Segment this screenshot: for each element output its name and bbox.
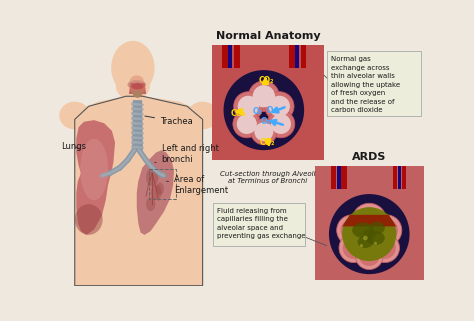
Ellipse shape [128, 80, 146, 89]
Polygon shape [341, 166, 347, 189]
Circle shape [337, 215, 368, 246]
Text: O₂: O₂ [267, 106, 276, 115]
Polygon shape [234, 45, 240, 68]
Polygon shape [222, 45, 228, 68]
Text: Fluid releasing from
capillaries filling the
alveolar space and
preventing gas e: Fluid releasing from capillaries filling… [218, 208, 306, 239]
Circle shape [253, 85, 275, 107]
Ellipse shape [151, 185, 162, 200]
Circle shape [251, 118, 277, 145]
Polygon shape [137, 150, 174, 235]
Ellipse shape [156, 183, 164, 195]
Text: O₂: O₂ [253, 107, 263, 116]
Ellipse shape [131, 83, 144, 89]
Polygon shape [337, 166, 341, 189]
Ellipse shape [130, 75, 144, 86]
Circle shape [374, 219, 398, 242]
Circle shape [356, 208, 382, 233]
Circle shape [233, 110, 261, 138]
Circle shape [371, 215, 402, 246]
Ellipse shape [133, 90, 142, 98]
Circle shape [269, 96, 290, 117]
Polygon shape [75, 96, 202, 119]
Polygon shape [301, 45, 306, 68]
Circle shape [238, 96, 259, 117]
Circle shape [359, 245, 380, 266]
Ellipse shape [146, 168, 158, 187]
Circle shape [363, 236, 368, 240]
Circle shape [343, 237, 365, 259]
Circle shape [374, 237, 396, 259]
Polygon shape [402, 166, 406, 189]
Text: O₂: O₂ [260, 117, 270, 126]
Polygon shape [342, 215, 396, 226]
Polygon shape [131, 102, 144, 106]
Circle shape [360, 244, 363, 247]
Polygon shape [131, 126, 144, 129]
Circle shape [237, 114, 257, 134]
Polygon shape [124, 91, 143, 104]
Polygon shape [295, 45, 299, 68]
Circle shape [329, 194, 410, 274]
Ellipse shape [75, 204, 103, 235]
Circle shape [264, 92, 294, 121]
Ellipse shape [363, 230, 375, 239]
Circle shape [234, 92, 263, 121]
Polygon shape [398, 166, 401, 189]
Circle shape [248, 81, 279, 112]
Polygon shape [76, 120, 115, 235]
Text: Left and right
bronchi: Left and right bronchi [155, 144, 219, 164]
Polygon shape [392, 166, 397, 189]
Text: CO₂: CO₂ [258, 76, 274, 85]
Polygon shape [131, 145, 144, 149]
Text: Normal Anatomy: Normal Anatomy [216, 31, 320, 41]
Polygon shape [131, 112, 144, 115]
Circle shape [255, 122, 273, 141]
Polygon shape [131, 107, 144, 110]
Text: Cut-section through Alveoli
at Terminus of Bronchi: Cut-section through Alveoli at Terminus … [220, 171, 316, 184]
Ellipse shape [357, 236, 373, 248]
Ellipse shape [59, 102, 90, 129]
Polygon shape [132, 100, 143, 150]
Polygon shape [75, 119, 202, 286]
Text: Area of
Enlargement: Area of Enlargement [167, 175, 228, 195]
Ellipse shape [146, 197, 155, 211]
Polygon shape [129, 83, 146, 94]
Circle shape [370, 233, 400, 263]
Text: Trachea: Trachea [145, 116, 193, 126]
Circle shape [267, 110, 295, 138]
Circle shape [339, 233, 368, 263]
FancyBboxPatch shape [327, 51, 421, 116]
Text: CO₂: CO₂ [260, 138, 275, 147]
Ellipse shape [369, 222, 385, 234]
Polygon shape [131, 131, 144, 134]
Polygon shape [330, 166, 336, 189]
Polygon shape [289, 45, 295, 68]
Circle shape [271, 114, 291, 134]
Ellipse shape [352, 222, 374, 238]
Ellipse shape [187, 102, 218, 129]
Text: Lungs: Lungs [61, 142, 86, 151]
Ellipse shape [111, 41, 155, 95]
Polygon shape [315, 166, 423, 280]
Circle shape [356, 242, 383, 270]
Circle shape [224, 70, 304, 150]
Polygon shape [131, 122, 144, 125]
Polygon shape [212, 45, 324, 160]
Polygon shape [228, 45, 232, 68]
Circle shape [341, 219, 364, 242]
Ellipse shape [80, 139, 108, 200]
FancyBboxPatch shape [213, 203, 305, 246]
Ellipse shape [366, 231, 385, 245]
Polygon shape [131, 141, 144, 144]
Text: ARDS: ARDS [352, 152, 386, 162]
Ellipse shape [130, 82, 145, 95]
Text: Normal gas
exchange across
thin alveolar walls
allowing the uptake
of fresh oxyg: Normal gas exchange across thin alveolar… [331, 56, 401, 113]
Circle shape [342, 207, 396, 261]
Circle shape [374, 242, 377, 245]
Ellipse shape [116, 73, 150, 100]
Polygon shape [131, 117, 144, 120]
Circle shape [352, 203, 386, 237]
Text: CO₂: CO₂ [230, 109, 246, 118]
Polygon shape [131, 136, 144, 139]
